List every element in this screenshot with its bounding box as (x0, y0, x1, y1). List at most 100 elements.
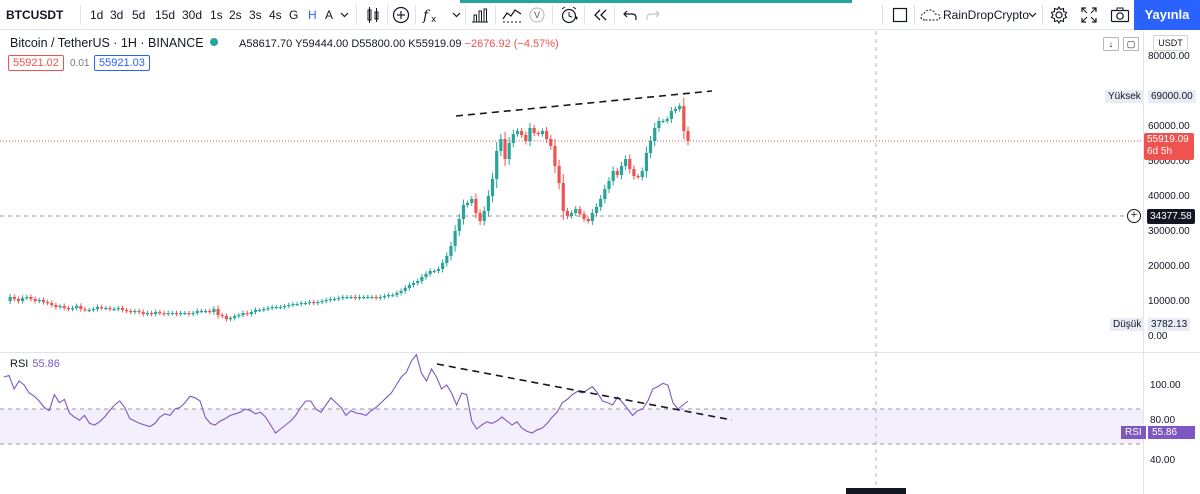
replay-rewind-icon[interactable] (588, 0, 612, 30)
candle-body (303, 303, 308, 305)
low-value: D55800.00 (351, 38, 406, 50)
candle-body (199, 311, 204, 313)
candle-body (245, 313, 249, 315)
bar-countdown: 6d 5h (1147, 146, 1173, 157)
layout-square-icon[interactable] (889, 0, 911, 30)
symbol-search[interactable]: BTCUSDT (6, 8, 64, 22)
currency-button[interactable]: USDT (1153, 35, 1188, 51)
indicators-dropdown-icon[interactable] (450, 0, 462, 30)
candle-body (353, 297, 357, 299)
snapshot-camera-icon[interactable] (1107, 0, 1133, 30)
interval-5d[interactable]: 5d (132, 8, 146, 22)
toolbar-divider (80, 5, 81, 25)
alert-clock-icon[interactable] (556, 0, 582, 30)
candle-body (374, 297, 378, 299)
candle-body (45, 302, 50, 304)
price-chart-pane[interactable] (0, 31, 1143, 352)
rsi-legend[interactable]: RSI 55.86 (10, 358, 60, 370)
candle-body (120, 308, 125, 310)
rsi-legend-label: RSI (10, 358, 29, 370)
candle-body (449, 246, 453, 256)
interval-1d[interactable]: 1d (90, 8, 104, 22)
interval-1s[interactable]: 1s (210, 8, 223, 22)
interval-4s[interactable]: 4s (269, 8, 282, 22)
price-tick-label: 20000.00 (1148, 261, 1190, 272)
interval-dropdown-icon[interactable] (337, 0, 351, 30)
rsi-chart-pane[interactable] (0, 353, 1143, 494)
candle-body (362, 297, 366, 299)
candle-body (320, 301, 324, 303)
candle-body (208, 311, 212, 313)
scroll-down-icon[interactable]: ↓ (1103, 37, 1119, 51)
candle-body (129, 311, 133, 313)
candle-body (133, 311, 137, 313)
interval-A[interactable]: A (325, 8, 334, 22)
financials-chart-icon[interactable] (468, 0, 492, 30)
candle-body (316, 302, 320, 304)
toolbar-divider (356, 5, 357, 25)
buy-price-button[interactable]: 55921.03 (94, 55, 150, 71)
sell-price-button[interactable]: 55921.02 (8, 55, 64, 71)
compare-add-icon[interactable] (390, 0, 412, 30)
interval-30d[interactable]: 30d (182, 8, 203, 22)
candle-body (461, 205, 466, 219)
symbol-legend[interactable]: Bitcoin / TetherUS · 1H · BINANCE (10, 36, 218, 50)
price-trendline (455, 90, 713, 117)
strategy-chart-icon[interactable] (500, 0, 524, 30)
crosshair-add-icon[interactable]: + (1127, 209, 1141, 223)
rsi-tick-label: 100.00 (1150, 380, 1181, 391)
candle-body (332, 299, 337, 301)
interval-2s[interactable]: 2s (229, 8, 242, 22)
candle-body (565, 211, 570, 216)
candle-body (224, 316, 229, 319)
candle-body (25, 297, 29, 299)
candle-body (91, 309, 95, 311)
candle-body (378, 297, 382, 299)
candle-body (474, 199, 478, 213)
candle-style-icon[interactable] (362, 0, 384, 30)
price-scale[interactable] (1143, 31, 1200, 352)
undo-icon[interactable] (619, 0, 641, 30)
candle-body (357, 297, 362, 299)
settings-gear-icon[interactable] (1047, 0, 1071, 30)
rsi-scale[interactable] (1143, 353, 1200, 494)
candle-body (582, 214, 586, 219)
candle-body (428, 271, 432, 274)
candle-body (561, 183, 565, 211)
interval-G[interactable]: G (289, 8, 299, 22)
interval-3d[interactable]: 3d (110, 8, 124, 22)
time-axis-marker (846, 488, 906, 494)
interval-3s[interactable]: 3s (249, 8, 262, 22)
fullscreen-icon[interactable] (1077, 0, 1101, 30)
candle-body (100, 307, 104, 309)
candle-body (307, 302, 312, 304)
indicator-badge[interactable] (528, 0, 546, 30)
candle-body (370, 297, 374, 299)
price-tick-label: 40000.00 (1148, 191, 1190, 202)
interval-H[interactable]: H (308, 8, 317, 22)
candle-body (569, 213, 574, 216)
candle-body (8, 297, 12, 301)
cloud-icon[interactable] (919, 0, 943, 30)
rsi-band (0, 409, 1143, 444)
candle-body (578, 209, 582, 214)
last-price-tag: 55919.09 6d 5h (1144, 133, 1194, 160)
candle-body (490, 179, 495, 196)
candle-body (540, 131, 545, 134)
redo-icon[interactable] (642, 0, 664, 30)
layout-name[interactable]: RainDropCrypto (943, 8, 1030, 22)
rsi-line (3, 353, 689, 434)
layout-dropdown-icon[interactable] (1025, 0, 1039, 30)
restore-scale-icon[interactable]: ▢ (1123, 37, 1139, 51)
interval-15d[interactable]: 15d (155, 8, 176, 22)
candle-body (657, 121, 661, 128)
pane-divider[interactable] (0, 352, 1200, 353)
candle-body (465, 203, 470, 205)
symbol-legend-title: Bitcoin / TetherUS · 1H · BINANCE (10, 36, 204, 50)
publish-button[interactable]: Yayınla (1134, 0, 1200, 30)
candle-body (75, 306, 79, 308)
candle-body (54, 305, 58, 307)
candle-body (104, 308, 108, 310)
candle-body (137, 311, 141, 313)
